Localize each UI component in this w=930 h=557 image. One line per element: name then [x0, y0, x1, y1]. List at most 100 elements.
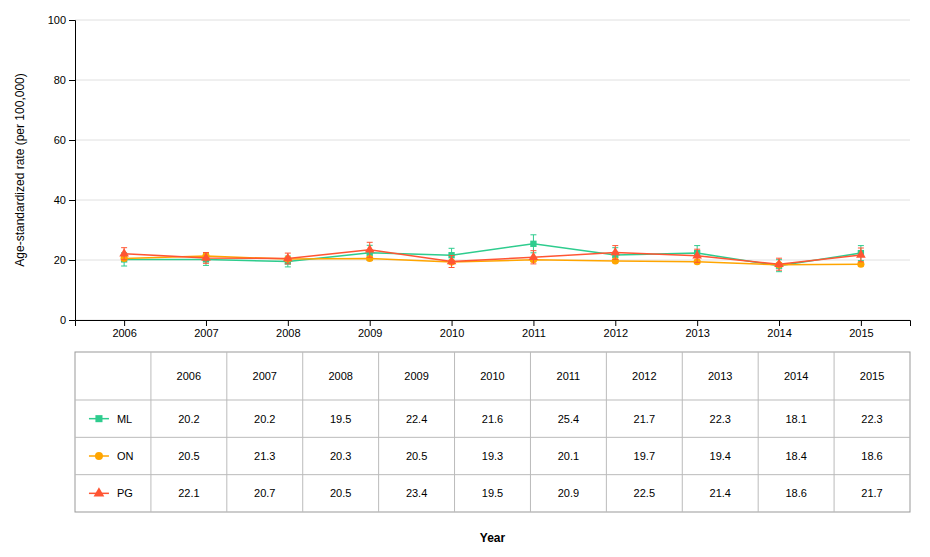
x-tick-label: 2007 — [194, 327, 218, 339]
table-value: 18.4 — [785, 450, 806, 462]
x-tick: 2007 — [194, 320, 218, 339]
y-tick-mark — [69, 20, 75, 21]
table-value: 18.6 — [785, 487, 806, 499]
table-header: 2007 — [253, 370, 277, 382]
table-value: 22.3 — [861, 413, 882, 425]
table-rule — [302, 352, 303, 512]
x-tick-label: 2009 — [358, 327, 382, 339]
table-rule — [75, 437, 910, 438]
series — [121, 253, 865, 269]
table-value: 20.2 — [178, 413, 199, 425]
legend-label: PG — [117, 487, 133, 499]
table-value: 23.4 — [406, 487, 427, 499]
x-tick-label: 2013 — [685, 327, 709, 339]
legend-swatch — [95, 452, 103, 460]
table-value: 19.4 — [710, 450, 731, 462]
series — [119, 242, 865, 270]
table-header: 2014 — [784, 370, 808, 382]
legend-label: ML — [117, 413, 132, 425]
marker — [610, 247, 620, 255]
table-rule — [682, 352, 683, 512]
table-value: 20.5 — [178, 450, 199, 462]
x-tick-mark — [533, 320, 534, 326]
marker — [530, 241, 536, 247]
marker — [447, 256, 457, 264]
marker — [692, 250, 702, 258]
x-tick-label: 2008 — [276, 327, 300, 339]
x-tick-mark — [124, 320, 125, 326]
table-header: 2015 — [860, 370, 884, 382]
y-tick-mark — [69, 320, 75, 321]
x-tick-label: 2014 — [767, 327, 791, 339]
y-tick: 60 — [54, 134, 75, 146]
series-line — [124, 250, 861, 264]
table-header: 2012 — [632, 370, 656, 382]
y-tick-label: 40 — [54, 194, 66, 206]
table-value: 18.6 — [861, 450, 882, 462]
table-header: 2011 — [557, 370, 581, 382]
table-rule — [758, 352, 759, 512]
table-rule — [606, 352, 607, 512]
x-tick: 2008 — [276, 320, 300, 339]
y-tick-label: 60 — [54, 134, 66, 146]
table-value: 21.3 — [254, 450, 275, 462]
y-tick-label: 100 — [48, 14, 66, 26]
grid-line — [75, 20, 910, 21]
x-tick-mark — [861, 320, 862, 326]
y-tick-mark — [69, 260, 75, 261]
y-axis-line — [69, 21, 76, 321]
marker — [529, 252, 539, 260]
data-table: 2006200720082009201020112012201320142015… — [75, 352, 910, 512]
series-line — [124, 244, 861, 266]
x-axis-line — [76, 321, 911, 327]
y-tick-mark — [69, 140, 75, 141]
x-tick: 2009 — [358, 320, 382, 339]
table-rule — [75, 474, 910, 475]
x-axis-title: Year — [480, 531, 506, 545]
x-tick: 2012 — [604, 320, 628, 339]
table-header: 2008 — [328, 370, 352, 382]
table-value: 19.5 — [330, 413, 351, 425]
x-tick: 2011 — [522, 320, 546, 339]
table-value: 22.1 — [178, 487, 199, 499]
table-value: 21.7 — [861, 487, 882, 499]
x-tick: 2015 — [849, 320, 873, 339]
legend-label: ON — [117, 450, 134, 462]
table-header: 2006 — [177, 370, 201, 382]
marker — [283, 253, 293, 261]
grid-line — [75, 80, 910, 81]
y-tick: 0 — [60, 314, 75, 326]
y-tick-mark — [69, 200, 75, 201]
x-tick-mark — [615, 320, 616, 326]
table-rule — [75, 400, 910, 401]
x-tick: 2006 — [112, 320, 136, 339]
x-tick: 2010 — [440, 320, 464, 339]
table-value: 20.5 — [330, 487, 351, 499]
table-value: 25.4 — [558, 413, 579, 425]
x-tick-label: 2015 — [849, 327, 873, 339]
grid — [75, 20, 910, 320]
grid-line — [75, 140, 910, 141]
table-rule — [150, 352, 151, 512]
x-tick-mark — [697, 320, 698, 326]
table-value: 20.2 — [254, 413, 275, 425]
x-tick-mark — [452, 320, 453, 326]
table-rule — [454, 352, 455, 512]
table-value: 19.7 — [634, 450, 655, 462]
x-tick-mark — [370, 320, 371, 326]
chart: 2006 2007 2008 2009 2010 2011 2012 2013 2014 2015… — [0, 0, 930, 557]
marker — [365, 244, 375, 252]
table-value: 20.5 — [406, 450, 427, 462]
x-tick: 2013 — [685, 320, 709, 339]
table-header: 2009 — [404, 370, 428, 382]
table-header: 2010 — [480, 370, 504, 382]
legend-swatch — [95, 415, 102, 422]
table-value: 21.6 — [482, 413, 503, 425]
x-tick: 2014 — [767, 320, 791, 339]
x-tick-mark — [288, 320, 289, 326]
y-tick: 20 — [54, 254, 75, 266]
plot-area — [119, 235, 865, 272]
table-value: 21.7 — [634, 413, 655, 425]
x-tick-label: 2011 — [522, 327, 546, 339]
table-value: 22.4 — [406, 413, 427, 425]
